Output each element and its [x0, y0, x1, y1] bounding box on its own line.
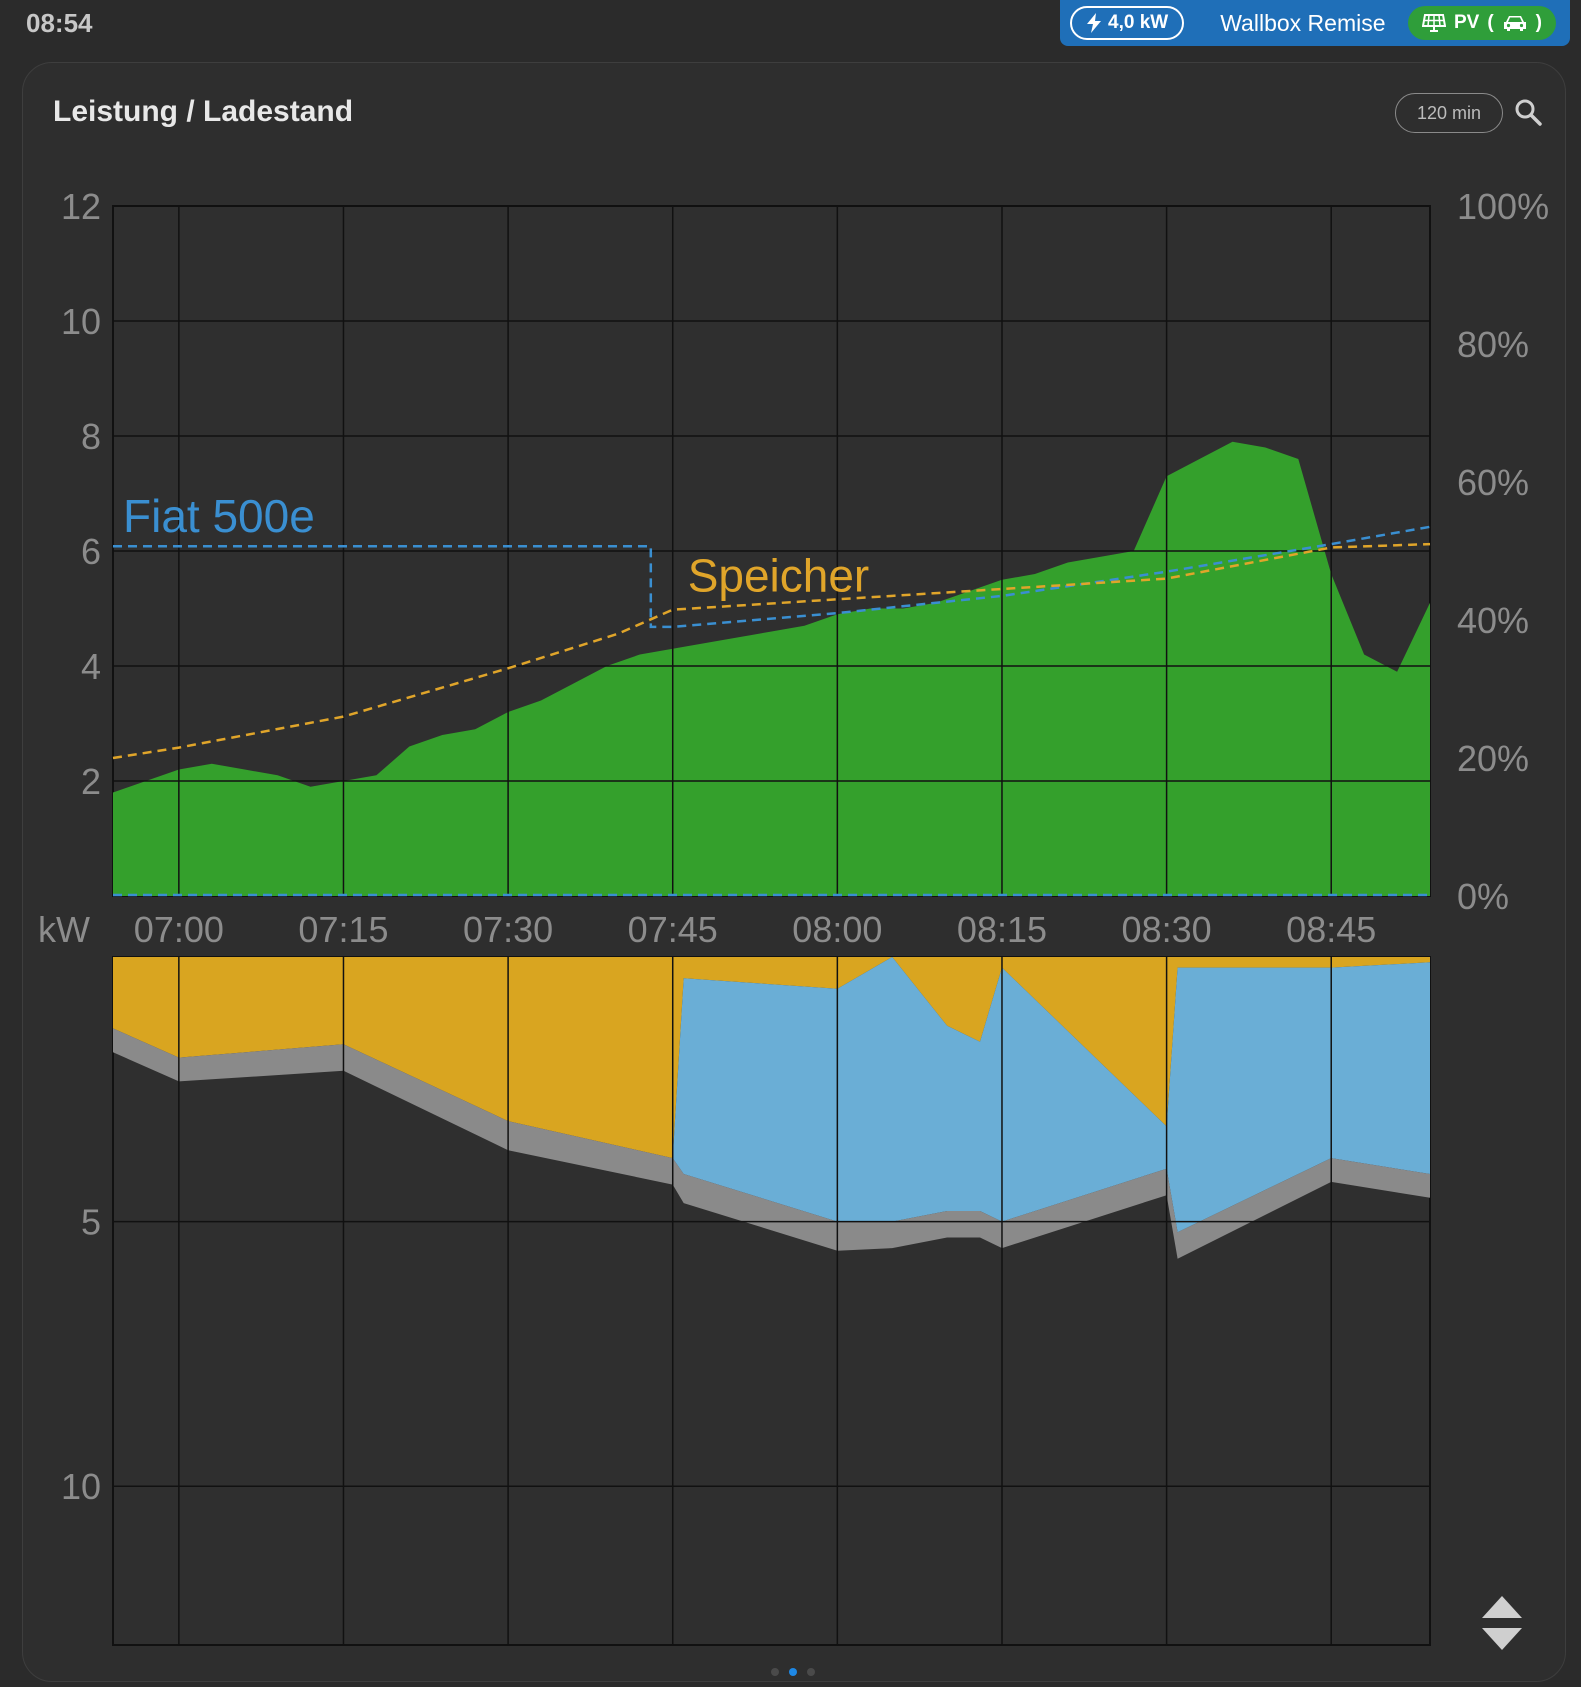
y-left-tick-label: 2	[81, 761, 101, 802]
solar-panel-icon	[1421, 14, 1446, 32]
y-left-tick-label: 12	[61, 186, 101, 227]
lightning-icon	[1087, 13, 1101, 33]
y-right-tick-label: 20%	[1457, 738, 1529, 779]
y-left-tick-label: 5	[81, 1202, 101, 1243]
x-tick-label: 07:30	[463, 909, 553, 950]
y-right-tick-label: 100%	[1457, 186, 1549, 227]
stacked-area	[113, 957, 1430, 1233]
y-left-tick-label: 10	[61, 301, 101, 342]
stacked-area	[113, 1028, 1430, 1259]
x-tick-label: 07:15	[298, 909, 388, 950]
y-left-tick-label: 6	[81, 531, 101, 572]
page-dot[interactable]	[789, 1668, 797, 1676]
car-icon	[1503, 16, 1526, 31]
y-right-tick-label: 40%	[1457, 600, 1529, 641]
power-badge[interactable]: 4,0 kW	[1070, 6, 1185, 40]
soc-line	[112, 542, 1431, 760]
scroll-updown-icon[interactable]	[1480, 1594, 1524, 1652]
soc-line	[113, 525, 1431, 629]
x-tick-label: 08:30	[1122, 909, 1212, 950]
paren-open: (	[1487, 12, 1494, 33]
paren-close: )	[1535, 12, 1542, 33]
page-indicator	[771, 1668, 815, 1676]
y-left-tick-label: 10	[61, 1466, 101, 1507]
y-right-tick-label: 60%	[1457, 462, 1529, 503]
production-area	[113, 441, 1430, 896]
pv-mode-badge[interactable]: PV ( )	[1407, 6, 1556, 40]
x-tick-label: 08:15	[957, 909, 1047, 950]
y-left-tick-label: 4	[81, 646, 101, 687]
time-range-button[interactable]: 120 min	[1395, 93, 1503, 133]
y-right-tick-label: 0%	[1457, 876, 1509, 917]
wallbox-header[interactable]: 4,0 kW Wallbox Remise PV ( )	[1060, 0, 1570, 46]
x-tick-label: 08:45	[1286, 909, 1376, 950]
status-time: 08:54	[26, 8, 93, 38]
bottom-chart: 5 10	[61, 956, 1431, 1646]
y-left-tick-label: 8	[81, 416, 101, 457]
x-tick-label: 07:45	[628, 909, 718, 950]
page-dot[interactable]	[807, 1668, 815, 1676]
page-dot[interactable]	[771, 1668, 779, 1676]
stacked-area	[113, 957, 1430, 1159]
search-icon[interactable]	[1513, 97, 1543, 127]
top-chart: 2 4 6 8 10 12 07:00 07:15 07:30 07:45 08:00 08:15 08…	[38, 186, 1549, 950]
power-value: 4,0 kW	[1108, 12, 1169, 33]
card-title: Leistung / Ladestand	[53, 95, 354, 128]
wallbox-name: Wallbox Remise	[1220, 9, 1386, 36]
x-tick-label: 08:00	[792, 909, 882, 950]
x-tick-label: 07:00	[134, 909, 224, 950]
unit-label: kW	[38, 909, 90, 950]
soc-line-label: Fiat 500e	[123, 490, 315, 542]
pv-mode-label: PV	[1453, 12, 1480, 33]
soc-line-label: Speicher	[688, 550, 870, 602]
y-right-tick-label: 80%	[1457, 324, 1529, 365]
